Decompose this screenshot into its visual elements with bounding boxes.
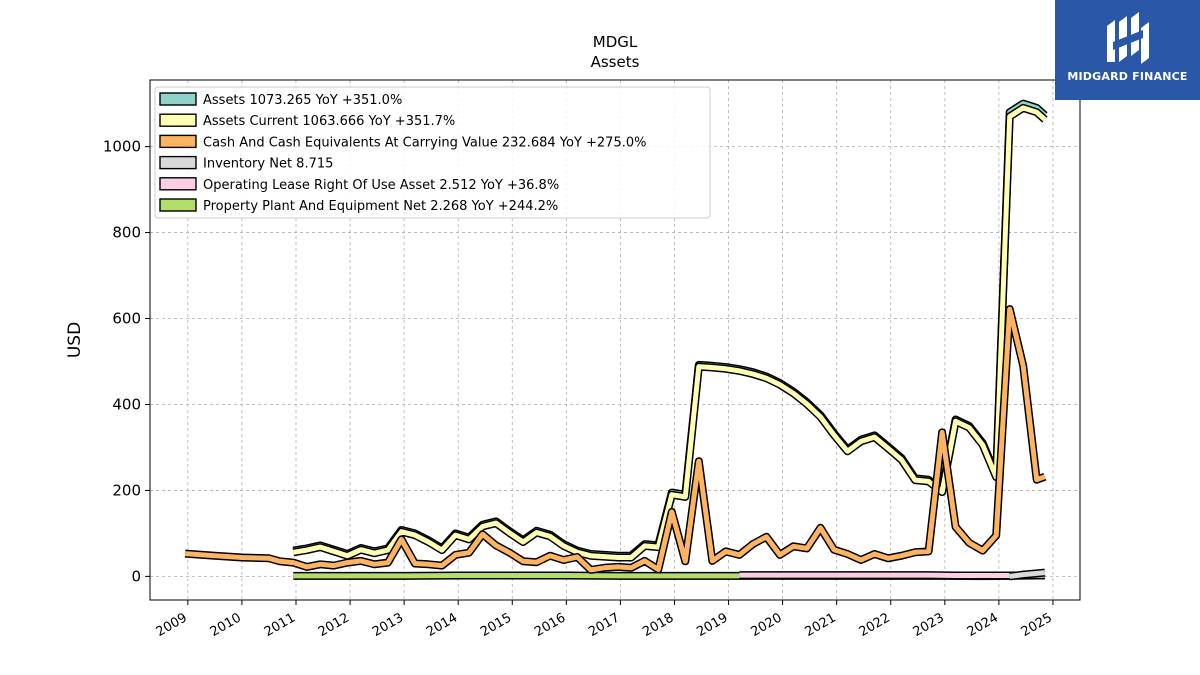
y-tick-label: 800 [112,224,141,242]
x-tick-label: 2024 [965,610,1001,640]
legend-swatch [159,92,197,106]
y-axis-label: USD [65,322,85,358]
x-tick-label: 2023 [911,610,947,640]
x-tick-label: 2014 [424,610,460,640]
y-tick-label: 0 [131,567,141,585]
series-outline-cash-and-cash-equivalents-at-carrying-value [184,305,1047,574]
legend-label: Assets Current 1063.666 YoY +351.7% [203,114,455,129]
series-line-cash-and-cash-equivalents-at-carrying-value [184,306,1046,573]
x-tick-label: 2019 [694,610,730,640]
x-tick-label: 2010 [208,610,244,640]
x-tick-label: 2016 [532,610,568,640]
plot-frame [149,79,1081,601]
y-tick-label: 200 [112,481,141,499]
legend-label: Assets 1073.265 YoY +351.0% [203,93,402,108]
x-tick-label: 2018 [640,610,676,640]
legend: Assets 1073.265 YoY +351.0% Assets Curren… [154,86,711,219]
x-tick-label: 2025 [1019,610,1055,640]
x-tick-label: 2011 [262,610,298,640]
x-tick-label: 2017 [586,610,622,640]
legend-label: Property Plant And Equipment Net 2.268 Y… [203,199,558,214]
legend-swatch [159,177,197,191]
legend-box [154,86,711,219]
x-tick-label: 2022 [857,610,893,640]
chart-subtitle: Assets [591,53,640,71]
y-tick-label: 400 [112,395,141,413]
series-line-assets-current [292,105,1047,560]
x-tick-label: 2020 [748,610,784,640]
chart-title: MDGL [593,33,638,51]
y-axis: 0 200 400 600 800 1000 [103,138,150,585]
midgard-logo-icon [1107,12,1149,64]
y-tick-label: 1000 [103,138,141,156]
x-tick-label: 2009 [154,610,190,640]
logo-text: MIDGARD FINANCE [1067,70,1188,83]
legend-label: Cash And Cash Equivalents At Carrying Va… [203,135,646,150]
series-line-inventory-net [1009,570,1046,579]
legend-swatch [159,155,197,170]
y-tick-label: 600 [112,310,141,328]
plot-area [184,99,1048,581]
legend-label: Operating Lease Right Of Use Asset 2.512… [203,178,559,193]
legend-label: Inventory Net 8.715 [203,157,333,172]
legend-swatch [159,113,197,127]
legend-swatch [159,134,197,149]
x-tick-label: 2015 [478,610,514,640]
legend-swatch [159,198,197,212]
x-tick-label: 2012 [316,610,352,640]
x-axis: 2009 2010 2011 2012 2013 2014 2015 2016 2017 2018… [154,600,1055,640]
x-tick-label: 2021 [803,610,839,640]
x-tick-label: 2013 [370,610,406,640]
brand-logo: MIDGARD FINANCE [1055,0,1200,100]
